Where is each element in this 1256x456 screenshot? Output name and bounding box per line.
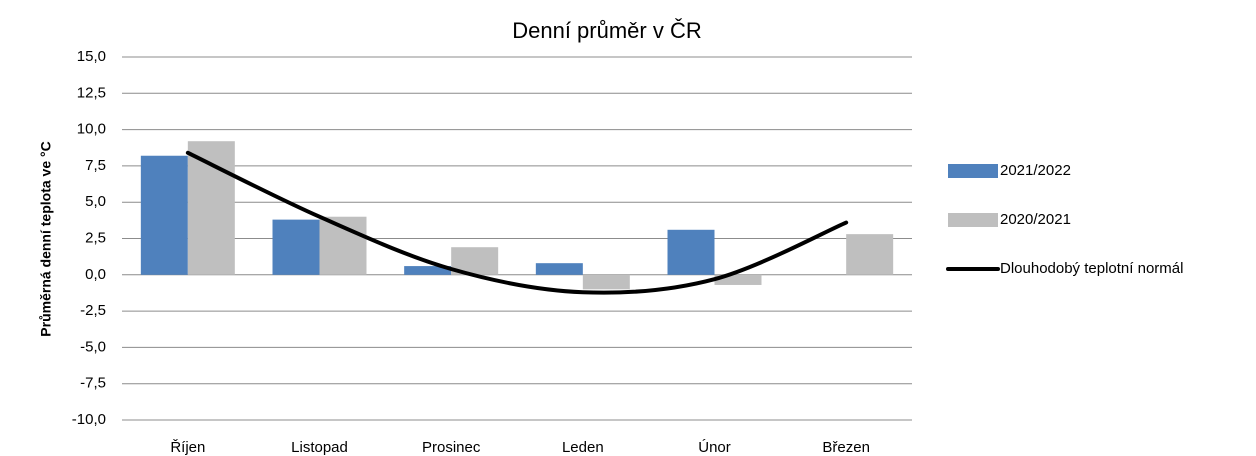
y-tick-label: -5,0 xyxy=(80,338,106,355)
y-tick-label: -10,0 xyxy=(72,411,106,428)
x-tick-label: Prosinec xyxy=(422,439,481,456)
bar xyxy=(667,229,715,275)
bar xyxy=(404,266,452,275)
bar xyxy=(714,274,762,285)
legend-label: 2020/2021 xyxy=(1000,211,1071,228)
legend-swatch xyxy=(948,164,998,178)
y-tick-label: 2,5 xyxy=(85,229,106,246)
bar xyxy=(535,263,583,275)
x-tick-label: Listopad xyxy=(291,439,348,456)
y-tick-label: 5,0 xyxy=(85,193,106,210)
legend-swatch xyxy=(948,213,998,227)
bar xyxy=(140,155,188,275)
x-tick-label: Leden xyxy=(562,439,604,456)
x-tick-label: Únor xyxy=(698,439,731,456)
y-tick-label: 12,5 xyxy=(77,84,106,101)
y-tick-label: 0,0 xyxy=(85,266,106,283)
y-tick-label: 7,5 xyxy=(85,157,106,174)
y-tick-label: 15,0 xyxy=(77,48,106,65)
y-tick-label: -7,5 xyxy=(80,375,106,392)
bar xyxy=(846,234,894,275)
line-series xyxy=(185,150,849,295)
y-tick-label: 10,0 xyxy=(77,121,106,138)
x-tick-label: Říjen xyxy=(170,439,205,456)
y-axis-title: Průměrná denní teplota ve °C xyxy=(38,141,54,336)
bar xyxy=(187,141,235,275)
legend-label: Dlouhodobý teplotní normál xyxy=(1000,260,1183,277)
chart-title: Denní průměr v ČR xyxy=(512,18,702,43)
x-tick-label: Březen xyxy=(822,439,870,456)
y-tick-label: -2,5 xyxy=(80,302,106,319)
legend-label: 2021/2022 xyxy=(1000,162,1071,179)
bar xyxy=(272,219,320,275)
bar xyxy=(582,274,630,290)
